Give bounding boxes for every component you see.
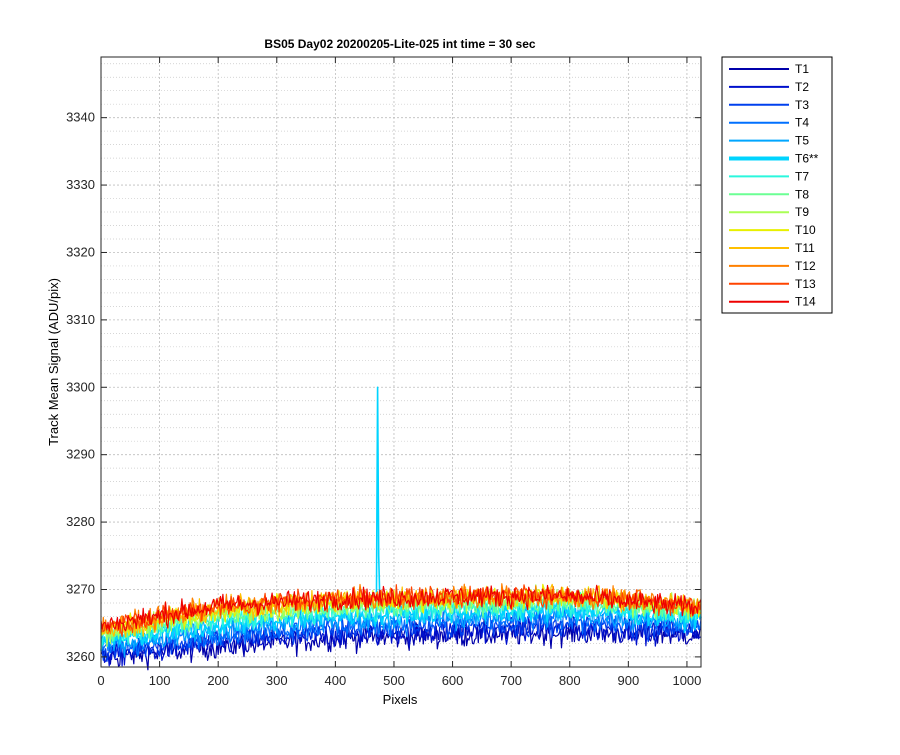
x-tick-label: 100 — [149, 673, 171, 688]
legend-label: T6** — [795, 152, 819, 166]
x-tick-label: 700 — [500, 673, 522, 688]
legend-label: T8 — [795, 187, 809, 201]
x-tick-label: 800 — [559, 673, 581, 688]
x-axis-label: Pixels — [383, 692, 418, 707]
legend-label: T11 — [795, 241, 815, 255]
y-tick-label: 3280 — [66, 514, 95, 529]
tick-labels: 0 100 200 300 400 500 600 700 800 900 1000 3260 3270… — [66, 110, 701, 688]
y-tick-label: 3320 — [66, 244, 95, 259]
legend-label: T10 — [795, 223, 816, 237]
y-tick-label: 3260 — [66, 649, 95, 664]
legend-label: T1 — [795, 62, 809, 76]
x-tick-label: 1000 — [672, 673, 701, 688]
series-layer — [100, 386, 702, 671]
grid — [100, 57, 701, 667]
x-tick-label: 900 — [617, 673, 639, 688]
legend-label: T4 — [795, 116, 809, 130]
chart-title: BS05 Day02 20200205-Lite-025 int time = … — [264, 37, 535, 51]
y-tick-label: 3270 — [66, 581, 95, 596]
y-tick-label: 3330 — [66, 177, 95, 192]
legend-label: T5 — [795, 134, 809, 148]
x-tick-label: 500 — [383, 673, 405, 688]
legend-label: T3 — [795, 98, 809, 112]
x-tick-label: 400 — [325, 673, 347, 688]
x-tick-label: 600 — [442, 673, 464, 688]
legend-label: T7 — [795, 169, 809, 183]
y-tick-label: 3300 — [66, 379, 95, 394]
x-tick-label: 0 — [97, 673, 104, 688]
legend-box — [721, 56, 833, 314]
series-line — [100, 583, 702, 635]
y-tick-label: 3340 — [66, 110, 95, 125]
legend: T1 T2 T3 T4 T5 T6** T7 T8 T9 T10 T11 T12 T13 T14 — [721, 56, 833, 314]
series-line — [100, 584, 702, 632]
legend-items: T1 T2 T3 T4 T5 T6** T7 T8 T9 T10 T11 T12 T13 T14 — [729, 62, 819, 309]
series-line — [100, 584, 702, 637]
plot-area-frame — [100, 56, 702, 668]
x-tick-label: 200 — [207, 673, 229, 688]
axes — [100, 56, 702, 668]
y-axis-label: Track Mean Signal (ADU/pix) — [46, 278, 61, 446]
legend-label: T14 — [795, 295, 816, 309]
legend-label: T13 — [795, 277, 816, 291]
legend-label: T12 — [795, 259, 816, 273]
x-tick-label: 300 — [266, 673, 288, 688]
y-tick-label: 3290 — [66, 447, 95, 462]
y-tick-label: 3310 — [66, 312, 95, 327]
legend-label: T2 — [795, 80, 809, 94]
legend-label: T9 — [795, 205, 809, 219]
